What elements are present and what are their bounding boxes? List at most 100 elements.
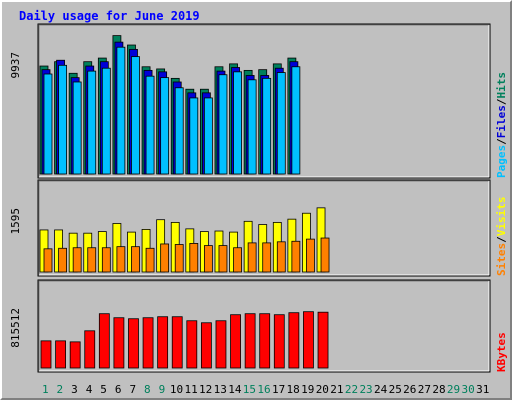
bar-sites-day-19 [306,238,315,273]
bar-kbytes-day-19 [303,311,314,369]
bar-sites-day-17 [276,241,286,273]
legend-panel-1-part-4: Hits [495,72,508,99]
bar-kbytes-day-9 [157,316,169,369]
legend-panel-1-part-0: Pages [495,145,508,178]
x-tick-label-29: 29 [447,383,460,396]
bar-pages-day-8 [145,75,155,175]
panel-3 [37,279,491,373]
bar-sites-day-9 [160,243,170,273]
x-tick-label-23: 23 [359,383,372,396]
bar-sites-day-18 [291,240,301,273]
bar-pages-day-3 [72,81,82,175]
x-tick-label-7: 7 [129,383,136,396]
x-tick-label-24: 24 [374,383,388,396]
bar-sites-day-14 [233,247,242,273]
bar-pages-day-10 [174,87,184,175]
bar-pages-day-15 [247,79,257,175]
x-tick-label-15: 15 [243,383,256,396]
bar-pages-day-17 [276,72,286,175]
bar-kbytes-day-10 [171,316,183,369]
bar-pages-day-4 [87,70,97,175]
bar-kbytes-day-2 [55,340,66,369]
bar-kbytes-day-8 [142,317,154,369]
bar-kbytes-day-1 [40,340,52,369]
bar-pages-day-6 [116,46,126,175]
x-tick-label-26: 26 [403,383,416,396]
x-tick-label-9: 9 [159,383,166,396]
bar-pages-day-11 [189,97,199,175]
bar-pages-day-2 [58,64,67,175]
bar-sites-day-6 [116,246,126,273]
bar-sites-day-12 [203,245,213,273]
x-tick-label-2: 2 [57,383,64,396]
bar-kbytes-day-3 [69,341,81,369]
legend-panel-1-part-3: / [495,98,508,105]
bar-pages-day-14 [233,71,242,175]
bar-kbytes-day-13 [215,320,227,369]
x-tick-label-4: 4 [86,383,93,396]
bar-sites-day-20 [320,237,330,273]
panel-2 [37,179,491,277]
bar-sites-day-7 [131,246,140,273]
bar-sites-day-4 [87,247,97,273]
legend-panel-3: KBytes [495,332,508,372]
x-tick-label-13: 13 [214,383,227,396]
bar-kbytes-day-12 [200,322,212,369]
bar-kbytes-day-5 [98,313,110,369]
chart-title: Daily usage for June 2019 [19,9,200,23]
bar-kbytes-day-11 [186,320,198,369]
bar-pages-day-5 [101,67,111,175]
bar-pages-day-9 [160,77,170,175]
legend-panel-1: Pages/Files/Hits [495,72,508,178]
legend-panel-1-part-1: / [495,138,508,145]
bar-sites-day-11 [189,243,199,273]
bar-kbytes-day-6 [113,317,125,369]
legend-panel-3-part-0: KBytes [495,332,508,372]
x-tick-label-22: 22 [345,383,358,396]
bar-pages-day-18 [291,66,301,175]
bar-kbytes-day-20 [317,311,329,369]
legend-panel-2-part-0: Sites [495,243,508,276]
x-tick-label-16: 16 [257,383,270,396]
bar-kbytes-day-16 [259,313,271,369]
bar-pages-day-12 [203,97,213,175]
x-tick-label-20: 20 [316,383,329,396]
x-tick-label-14: 14 [228,383,242,396]
bar-sites-day-8 [145,247,155,273]
bar-kbytes-day-15 [244,313,256,369]
x-tick-label-18: 18 [287,383,300,396]
max-label-panel-2: 1595 [9,208,22,235]
x-tick-label-19: 19 [301,383,314,396]
max-label-panel-1: 9937 [9,52,22,79]
bar-sites-day-3 [72,247,82,273]
x-tick-label-31: 31 [476,383,489,396]
bar-sites-day-13 [218,245,228,273]
legend-panel-2-part-1: / [495,236,508,243]
x-tick-label-25: 25 [389,383,402,396]
x-tick-label-12: 12 [199,383,212,396]
bar-sites-day-15 [247,242,257,273]
bar-pages-day-1 [43,73,53,175]
bar-kbytes-day-4 [84,330,96,369]
bar-sites-day-10 [174,244,184,273]
x-tick-label-3: 3 [71,383,78,396]
legend-panel-2-part-2: Visits [495,197,508,237]
x-tick-label-6: 6 [115,383,122,396]
bar-sites-day-2 [58,247,67,273]
bar-pages-day-16 [262,77,272,175]
x-tick-label-30: 30 [462,383,475,396]
bar-kbytes-day-7 [128,318,139,369]
bar-sites-day-16 [262,242,272,273]
x-tick-label-28: 28 [432,383,445,396]
max-label-panel-3: 815512 [9,308,22,348]
x-tick-label-10: 10 [170,383,183,396]
bar-pages-day-7 [131,56,140,175]
bar-kbytes-day-17 [273,314,285,369]
legend-panel-2: Sites/Visits [495,197,508,277]
x-tick-label-5: 5 [100,383,107,396]
panel-1 [37,23,491,179]
x-tick-label-27: 27 [418,383,431,396]
bar-kbytes-day-14 [230,314,241,369]
x-tick-label-21: 21 [330,383,343,396]
